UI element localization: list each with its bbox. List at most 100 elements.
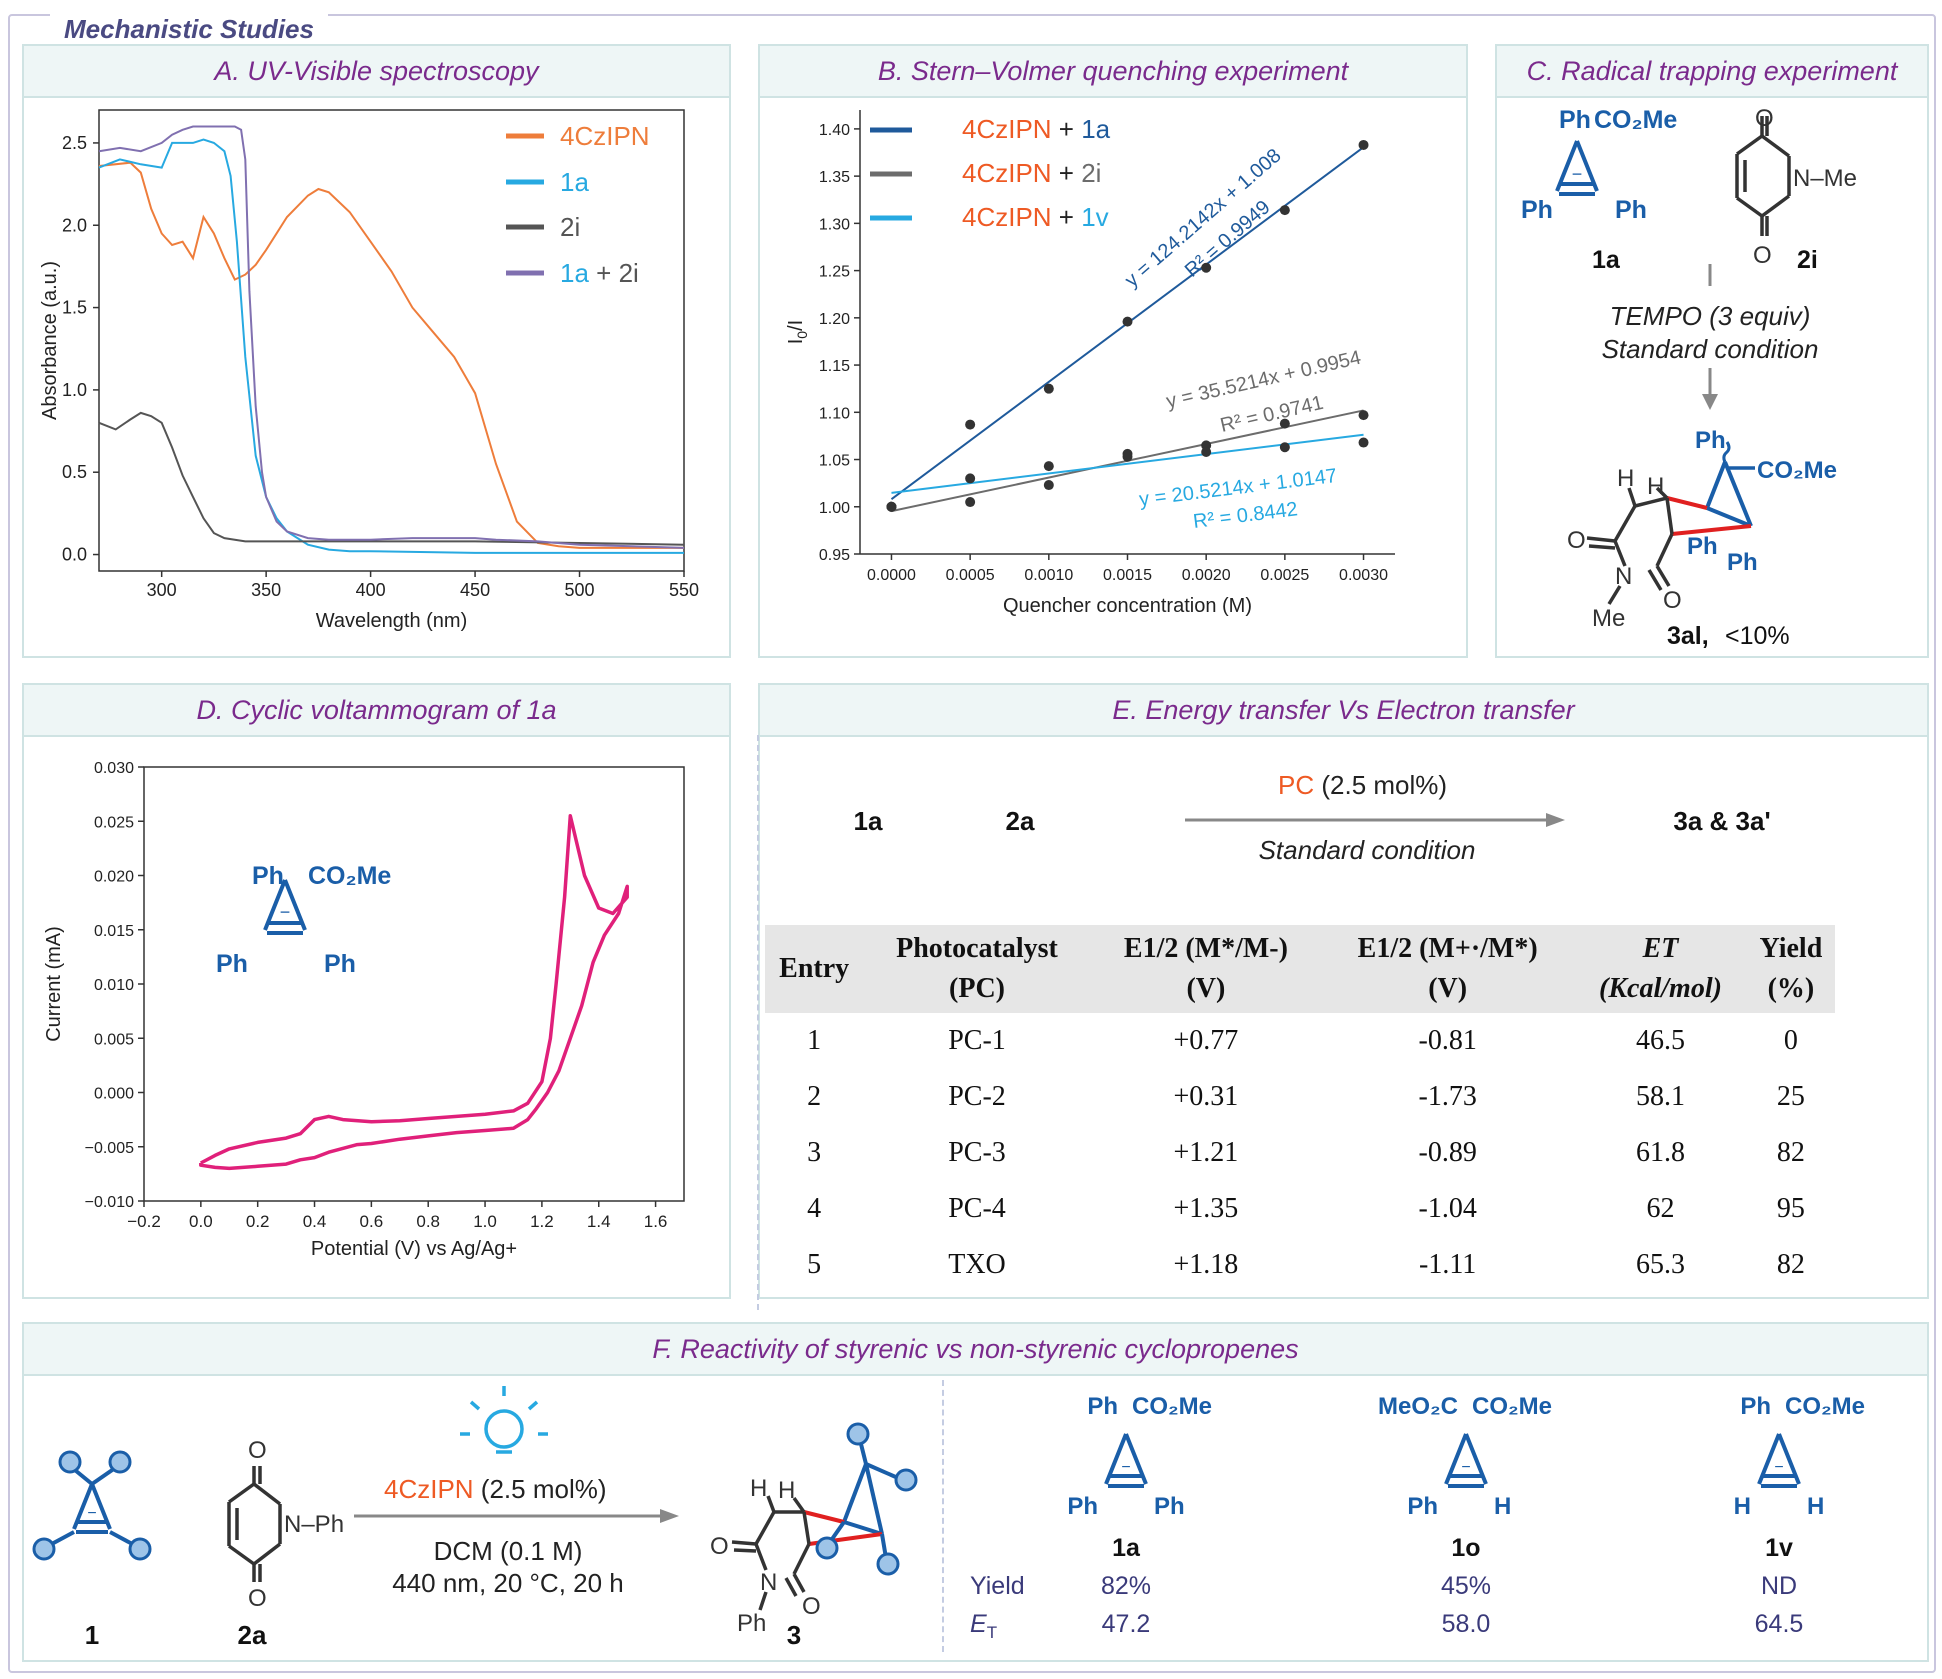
compound-bottom-right: H [1494,1493,1511,1520]
cv-xtick-label: 0.4 [303,1212,327,1231]
radical-trapping-scheme: − Ph CO₂Me Ph Ph 1a O O N–Me 2i TEMPO (3… [1521,105,1857,650]
stern-volmer-chart: 0.0000 0.0005 0.0010 0.0015 0.0020 0.0025 0.00… [785,110,1395,617]
cv-ytick-label: 0.000 [94,1086,134,1103]
table-cell: -1.04 [1418,1193,1477,1224]
sv-point-1v [886,501,897,512]
compound-top-left: MeO₂C [1378,1393,1458,1420]
compound-label: 1o [1451,1534,1480,1562]
c-3al-o1: O [1567,527,1586,554]
table-cell: +0.77 [1173,1025,1239,1056]
sv-ytick-label: 1.25 [819,264,850,281]
f-catalyst: 4CzIPN [384,1474,474,1504]
mechanistic-studies-frame: Mechanistic Studies [8,14,1936,1673]
f-catalyst-loading: (2.5 mol%) [474,1474,607,1504]
panel-b-title: B. Stern–Volmer quenching experiment [877,56,1349,86]
ring-bond [1757,1433,1781,1485]
f-label-2a: 2a [238,1620,267,1650]
c-3al-n: N [1615,563,1632,590]
compound-top-right: CO₂Me [1472,1393,1552,1420]
sv-point-1a [1201,262,1212,273]
product-3 [731,1439,899,1611]
e-product: 3a & 3a' [1673,806,1770,836]
uv-ylabel: Absorbance (a.u.) [39,261,61,420]
compound-bottom-right: H [1807,1493,1824,1520]
f-3-h2: H [778,1477,795,1504]
compound-label: 1v [1765,1534,1793,1562]
cv-xtick-label: 0.2 [246,1212,270,1231]
sv-xtick-label: 0.0000 [867,567,916,584]
c-3al-o2: O [1663,587,1682,614]
uv-legend-label-3: 2i [560,212,580,242]
panel-f-title: F. Reactivity of styrenic vs non-styreni… [652,1334,1299,1364]
e-arrow-top-label: PC (2.5 mol%) [1278,770,1447,800]
cv-ytick-label: −0.005 [85,1140,134,1157]
f-2a-nph: N–Ph [284,1511,344,1538]
compound-1a: − Ph CO₂Me Ph Ph 1a 82% 47.2 [1067,1393,1212,1638]
cv-ytick-label: 0.025 [94,814,134,831]
table-cell: PC-2 [948,1081,1006,1112]
d-ph-left: Ph [216,950,248,978]
maleimide-2a [227,1466,282,1582]
svg-text:−: − [280,902,291,922]
compound-top-right: CO₂Me [1785,1393,1865,1420]
sv-point-1a [1358,139,1369,150]
uv-legend-label-4: 1a + 2i [560,258,639,288]
table-cell: +1.35 [1173,1193,1239,1224]
cv-xtick-label: 0.0 [189,1212,213,1231]
product-3al [1586,441,1755,605]
panel-e-header: E. Energy transfer Vs Electron transfer [760,685,1927,737]
panel-c: C. Radical trapping experiment [1495,44,1929,658]
uv-legend-label-2: 1a [560,167,589,197]
f-3-h1: H [750,1475,767,1502]
table-cell: 95 [1776,1193,1805,1224]
compound-top-right: CO₂Me [1132,1393,1212,1420]
row-et-label: ET [970,1610,997,1642]
cv-xtick-label: 1.0 [473,1212,497,1231]
table-cell: 82 [1776,1137,1805,1168]
table-cell: 65.3 [1635,1249,1685,1280]
sv-ytick-label: 1.40 [819,122,850,139]
sv-ytick-label: 1.20 [819,311,850,328]
d-ph-top: Ph [252,862,284,890]
sv-point-1v [1043,461,1054,472]
f-arrowhead [660,1509,679,1523]
svg-text:−: − [87,1505,96,1522]
sv-point-2i [1043,480,1054,491]
sv-ytick-label: 1.35 [819,169,850,186]
uv-series-line-1 [98,138,684,554]
uv-series-line-2 [98,411,685,546]
compound-et: 58.0 [1442,1610,1491,1638]
sv-point-1a [1122,316,1133,327]
c-3al-ph-right: Ph [1727,549,1758,576]
table-cell: PC-1 [948,1025,1006,1056]
f-2a-o-bottom: O [248,1585,267,1612]
cv-xtick-label: 0.8 [416,1212,440,1231]
c-condition-2: Standard condition [1602,334,1819,364]
panel-c-title: C. Radical trapping experiment [1526,56,1898,86]
f-3-ph: Ph [737,1610,766,1637]
sv-point-1v [1201,446,1212,457]
c-3al-ph-mid: Ph [1687,533,1718,560]
sv-point-1v [1279,442,1290,453]
carbanion-mark: − [1774,1459,1783,1476]
th-yield: Yield (%) [1746,925,1835,1013]
e-reactant-2a: 2a [1006,806,1035,836]
compound-top-left: Ph [1087,1393,1118,1420]
uv-ytick-label: 2.5 [62,133,87,153]
f-label-3: 3 [787,1620,801,1650]
th-entry: Entry [765,925,864,1013]
uv-ytick-label: 2.0 [62,215,87,235]
e-pc-label: PC [1278,770,1314,800]
cv-xtick-label: 1.6 [644,1212,668,1231]
c-2i-nme: N–Me [1793,165,1857,192]
carbanion-mark: − [1121,1459,1130,1476]
cv-ytick-label: 0.030 [94,760,134,777]
table-cell: 58.1 [1635,1081,1685,1112]
sv-ylabel-i: I [785,339,807,345]
uv-legend-label-4a: 1a [560,258,589,288]
compound-bottom-right: Ph [1154,1493,1185,1520]
sv-ytick-label: 1.15 [819,358,850,375]
uv-xtick-label: 500 [565,580,595,600]
cv-ytick-label: 0.020 [94,869,134,886]
uv-xlabel: Wavelength (nm) [316,610,468,632]
